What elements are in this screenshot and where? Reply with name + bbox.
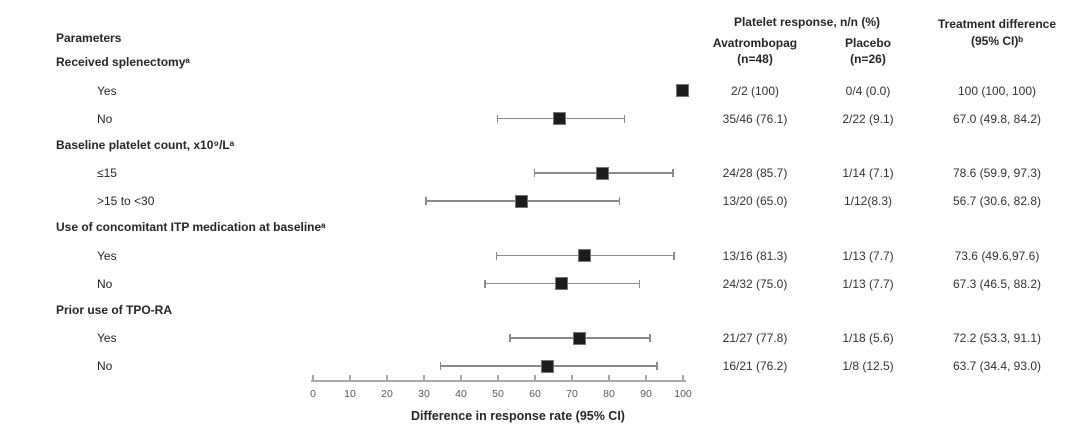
placebo-n-label: (n=26) xyxy=(850,52,886,66)
x-axis-tick-label: 50 xyxy=(492,388,504,400)
point-estimate-marker-icon xyxy=(675,84,689,97)
avatrombopag-value: 35/46 (76.1) xyxy=(722,111,788,126)
x-axis-tick-label: 20 xyxy=(381,388,393,400)
table-row: >15 to <30 13/20 (65.0) 1/12(8.3) 56.7 (30.… xyxy=(0,192,1080,210)
x-axis-tick-mark xyxy=(645,375,647,380)
treatment-difference-column-header: Treatment difference xyxy=(937,17,1057,31)
ci-cap-left-icon xyxy=(509,334,511,342)
avatrombopag-column-header: Avatrombopag xyxy=(712,36,798,50)
x-axis-tick-label: 100 xyxy=(674,388,692,400)
point-estimate-marker-icon xyxy=(553,112,567,125)
ci-cap-right-icon xyxy=(672,169,674,177)
ci-cap-right-icon xyxy=(673,251,675,260)
x-axis-tick-label: 80 xyxy=(603,388,615,400)
difference-value: 67.0 (49.8, 84.2) xyxy=(952,111,1042,126)
avatrombopag-n-label: (n=48) xyxy=(737,52,773,66)
ci-cap-right-icon xyxy=(638,279,641,288)
subgroup-label: >15 to <30 xyxy=(97,194,155,208)
point-estimate-marker-icon xyxy=(577,249,591,262)
ci-cap-left-icon xyxy=(425,197,427,205)
difference-value: 78.6 (59.9, 97.3) xyxy=(952,166,1042,180)
point-estimate-marker-icon xyxy=(515,194,529,208)
x-axis-tick-label: 40 xyxy=(455,388,467,400)
difference-value: 72.2 (53.3, 91.1) xyxy=(952,331,1042,345)
ci-cap-right-icon xyxy=(656,362,658,370)
x-axis-tick-mark xyxy=(349,375,351,380)
ci-cap-right-icon xyxy=(649,334,651,342)
ci-cap-right-icon xyxy=(618,197,621,205)
x-axis-tick-mark xyxy=(386,375,388,380)
x-axis-tick-mark xyxy=(608,375,610,380)
difference-value: 56.7 (30.6, 82.8) xyxy=(952,194,1042,208)
subgroup-label: No xyxy=(97,276,113,291)
point-estimate-marker-icon xyxy=(572,331,586,345)
subgroup-label: No xyxy=(97,359,113,373)
x-axis-title: Difference in response rate (95% CI) xyxy=(411,409,625,423)
group-heading: Prior use of TPO-RA xyxy=(56,302,173,317)
avatrombopag-value: 13/16 (81.3) xyxy=(722,248,788,263)
placebo-value: 1/8 (12.5) xyxy=(842,359,894,373)
x-axis-tick-mark xyxy=(534,375,536,380)
ci-cap-left-icon xyxy=(484,279,486,288)
group-heading: Baseline platelet count, x10⁹/Lᵃ xyxy=(56,137,235,152)
avatrombopag-value: 2/2 (100) xyxy=(730,83,780,98)
ci-cap-left-icon xyxy=(496,114,498,123)
x-axis-tick-mark xyxy=(682,375,684,380)
avatrombopag-value: 24/32 (75.0) xyxy=(722,276,788,291)
subgroup-label: Yes xyxy=(97,331,117,345)
table-row: No 35/46 (76.1) 2/22 (9.1) 67.0 (49.8, 84.2… xyxy=(0,110,1080,128)
difference-value: 100 (100, 100) xyxy=(957,83,1037,98)
subgroup-label: Yes xyxy=(97,83,117,98)
x-axis-tick-label: 0 xyxy=(310,388,316,400)
placebo-column-header: Placebo xyxy=(844,36,892,50)
subgroup-label: ≤15 xyxy=(97,166,117,180)
avatrombopag-value: 13/20 (65.0) xyxy=(722,194,788,208)
avatrombopag-value: 16/21 (76.2) xyxy=(722,359,788,373)
x-axis-tick-mark xyxy=(571,375,573,380)
group-heading: Use of concomitant ITP medication at bas… xyxy=(56,220,326,234)
x-axis-tick-label: 90 xyxy=(640,388,652,400)
placebo-value: 0/4 (0.0) xyxy=(845,83,891,98)
x-axis-tick-mark xyxy=(497,375,499,380)
point-estimate-marker-icon xyxy=(554,277,568,290)
x-axis-tick-label: 70 xyxy=(566,388,578,400)
subgroup-label: Yes xyxy=(97,248,117,263)
table-row: Yes 2/2 (100) 0/4 (0.0) 100 (100, 100) xyxy=(0,82,1080,100)
table-row: ≤15 24/28 (85.7) 1/14 (7.1) 78.6 (59.9, 97.… xyxy=(0,164,1080,182)
placebo-value: 2/22 (9.1) xyxy=(842,111,894,126)
difference-value: 63.7 (34.4, 93.0) xyxy=(952,359,1042,373)
ci-cap-left-icon xyxy=(533,169,536,177)
avatrombopag-value: 24/28 (85.7) xyxy=(722,166,788,180)
placebo-value: 1/18 (5.6) xyxy=(842,331,894,345)
x-axis-tick-mark xyxy=(312,375,314,380)
x-axis-tick-label: 30 xyxy=(418,388,430,400)
parameters-column-header: Parameters xyxy=(56,31,122,45)
table-row: Yes 21/27 (77.8) 1/18 (5.6) 72.2 (53.3, 91.… xyxy=(0,329,1080,347)
placebo-value: 1/12(8.3) xyxy=(843,194,893,208)
ci-cap-right-icon xyxy=(623,114,626,123)
x-axis-tick-label: 60 xyxy=(529,388,541,400)
difference-value: 73.6 (49.6,97.6) xyxy=(954,248,1040,263)
platelet-response-group-header: Platelet response, n/n (%) xyxy=(733,15,881,29)
x-axis-tick-label: 10 xyxy=(344,388,356,400)
x-axis-tick-mark xyxy=(460,375,462,380)
treatment-difference-ci-label: (95% CI)ᵇ xyxy=(970,34,1024,48)
avatrombopag-value: 21/27 (77.8) xyxy=(722,331,788,345)
difference-value: 67.3 (46.5, 88.2) xyxy=(952,276,1042,291)
group-heading: Received splenectomyᵃ xyxy=(56,55,190,69)
placebo-value: 1/13 (7.7) xyxy=(842,248,894,263)
placebo-value: 1/14 (7.1) xyxy=(842,166,894,180)
point-estimate-marker-icon xyxy=(596,166,610,180)
placebo-value: 1/13 (7.7) xyxy=(842,276,894,291)
table-row: No 24/32 (75.0) 1/13 (7.7) 67.3 (46.5, 88.2… xyxy=(0,275,1080,293)
point-estimate-marker-icon xyxy=(541,359,555,373)
table-row: No 16/21 (76.2) 1/8 (12.5) 63.7 (34.4, 93.0… xyxy=(0,357,1080,375)
x-axis-line xyxy=(311,380,686,382)
ci-cap-left-icon xyxy=(495,251,498,260)
table-row: Yes 13/16 (81.3) 1/13 (7.7) 73.6 (49.6,97.6… xyxy=(0,247,1080,265)
subgroup-label: No xyxy=(97,111,113,126)
ci-cap-left-icon xyxy=(439,362,442,370)
x-axis-tick-mark xyxy=(423,375,425,380)
